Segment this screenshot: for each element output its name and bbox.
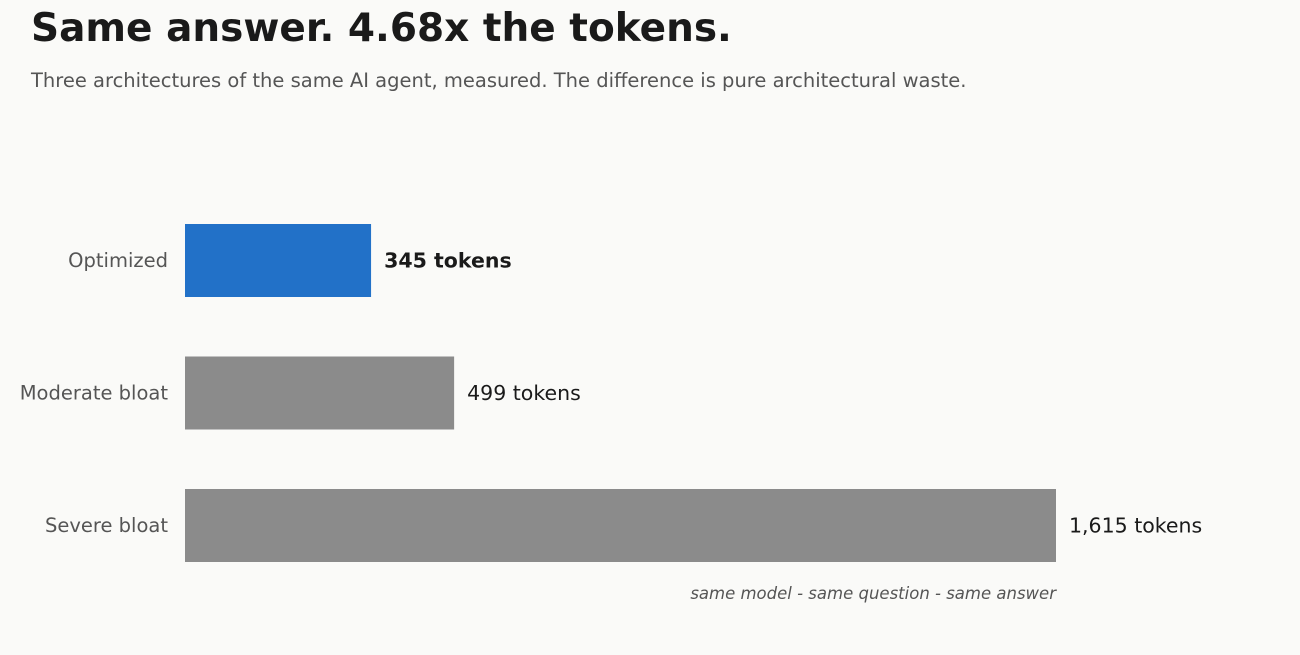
value-label: 499 tokens <box>467 381 581 405</box>
chart-annotation: same model - same question - same answer <box>690 584 1057 603</box>
category-label: Optimized <box>68 249 168 272</box>
bar-moderate-bloat <box>185 356 455 430</box>
chart-subtitle: Three architectures of the same AI agent… <box>31 69 967 92</box>
bar-optimized <box>185 224 372 297</box>
chart-title: Same answer. 4.68x the tokens. <box>31 6 732 51</box>
bars-group: Optimized 345 tokens Moderate bloat 499 tok… <box>20 224 1202 562</box>
value-label: 1,615 tokens <box>1069 514 1202 538</box>
category-label: Severe bloat <box>45 514 168 537</box>
bar-severe-bloat <box>185 489 1056 562</box>
category-label: Moderate bloat <box>20 382 169 405</box>
value-label: 345 tokens <box>384 249 512 273</box>
